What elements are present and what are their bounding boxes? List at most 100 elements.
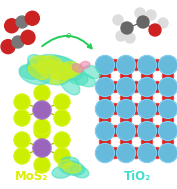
Circle shape: [116, 77, 136, 97]
Circle shape: [113, 15, 123, 25]
Circle shape: [25, 11, 39, 25]
Circle shape: [54, 94, 70, 110]
Circle shape: [14, 110, 30, 126]
Ellipse shape: [47, 56, 83, 80]
Circle shape: [110, 81, 121, 92]
Circle shape: [116, 56, 136, 74]
Ellipse shape: [50, 72, 70, 84]
Circle shape: [33, 139, 51, 157]
Circle shape: [130, 104, 141, 115]
Circle shape: [54, 148, 70, 164]
Ellipse shape: [62, 62, 82, 74]
Circle shape: [16, 16, 28, 28]
Circle shape: [96, 77, 115, 97]
Circle shape: [54, 132, 70, 148]
Ellipse shape: [19, 65, 41, 79]
Circle shape: [158, 77, 177, 97]
Circle shape: [110, 147, 121, 159]
Circle shape: [130, 147, 141, 159]
Circle shape: [34, 119, 50, 135]
Circle shape: [110, 125, 121, 136]
Circle shape: [138, 143, 156, 163]
Ellipse shape: [38, 54, 72, 70]
Circle shape: [149, 24, 161, 36]
Ellipse shape: [31, 56, 59, 74]
Ellipse shape: [84, 65, 101, 79]
Ellipse shape: [59, 161, 85, 175]
Ellipse shape: [75, 73, 96, 87]
Circle shape: [135, 8, 145, 18]
Ellipse shape: [28, 64, 48, 80]
Circle shape: [158, 18, 168, 28]
Circle shape: [138, 56, 156, 74]
Circle shape: [121, 136, 132, 147]
Ellipse shape: [61, 157, 79, 167]
Circle shape: [110, 60, 121, 70]
Circle shape: [99, 136, 110, 147]
Circle shape: [130, 81, 141, 92]
Circle shape: [152, 147, 162, 159]
Circle shape: [14, 94, 30, 110]
Circle shape: [125, 33, 135, 43]
Ellipse shape: [36, 60, 74, 79]
Text: TiO₂: TiO₂: [124, 170, 152, 183]
Circle shape: [21, 30, 35, 44]
Ellipse shape: [27, 59, 70, 85]
Circle shape: [14, 132, 30, 148]
Circle shape: [162, 115, 173, 125]
Ellipse shape: [51, 65, 79, 79]
Circle shape: [162, 136, 173, 147]
Circle shape: [137, 16, 149, 28]
Ellipse shape: [52, 166, 72, 178]
Circle shape: [158, 99, 177, 119]
Circle shape: [152, 125, 162, 136]
Ellipse shape: [28, 55, 52, 75]
Circle shape: [138, 77, 156, 97]
Circle shape: [121, 70, 132, 81]
Circle shape: [152, 81, 162, 92]
Circle shape: [96, 122, 115, 140]
Ellipse shape: [71, 166, 89, 178]
Circle shape: [110, 104, 121, 115]
Circle shape: [152, 60, 162, 70]
Circle shape: [34, 157, 50, 173]
Circle shape: [138, 122, 156, 140]
Ellipse shape: [72, 64, 84, 72]
Circle shape: [141, 70, 153, 81]
Circle shape: [1, 40, 15, 54]
Circle shape: [96, 99, 115, 119]
Circle shape: [99, 70, 110, 81]
Circle shape: [141, 115, 153, 125]
Circle shape: [14, 148, 30, 164]
Circle shape: [116, 122, 136, 140]
Circle shape: [99, 92, 110, 104]
Circle shape: [130, 125, 141, 136]
Circle shape: [12, 36, 24, 48]
Circle shape: [96, 56, 115, 74]
Circle shape: [158, 143, 177, 163]
Text: e: e: [65, 30, 71, 40]
Text: MoS₂: MoS₂: [15, 170, 49, 183]
Circle shape: [96, 143, 115, 163]
FancyArrowPatch shape: [42, 36, 92, 48]
Ellipse shape: [60, 75, 80, 95]
Circle shape: [158, 122, 177, 140]
Circle shape: [116, 143, 136, 163]
Circle shape: [99, 115, 110, 125]
Ellipse shape: [19, 65, 51, 85]
Circle shape: [141, 92, 153, 104]
Ellipse shape: [80, 61, 90, 69]
Circle shape: [54, 110, 70, 126]
Circle shape: [162, 92, 173, 104]
Circle shape: [116, 99, 136, 119]
Circle shape: [152, 104, 162, 115]
Ellipse shape: [63, 163, 81, 173]
Circle shape: [33, 101, 51, 119]
Circle shape: [138, 99, 156, 119]
Circle shape: [121, 92, 132, 104]
Circle shape: [34, 85, 50, 101]
Ellipse shape: [38, 56, 62, 68]
Circle shape: [116, 31, 126, 41]
Ellipse shape: [62, 65, 88, 85]
Circle shape: [121, 22, 133, 34]
